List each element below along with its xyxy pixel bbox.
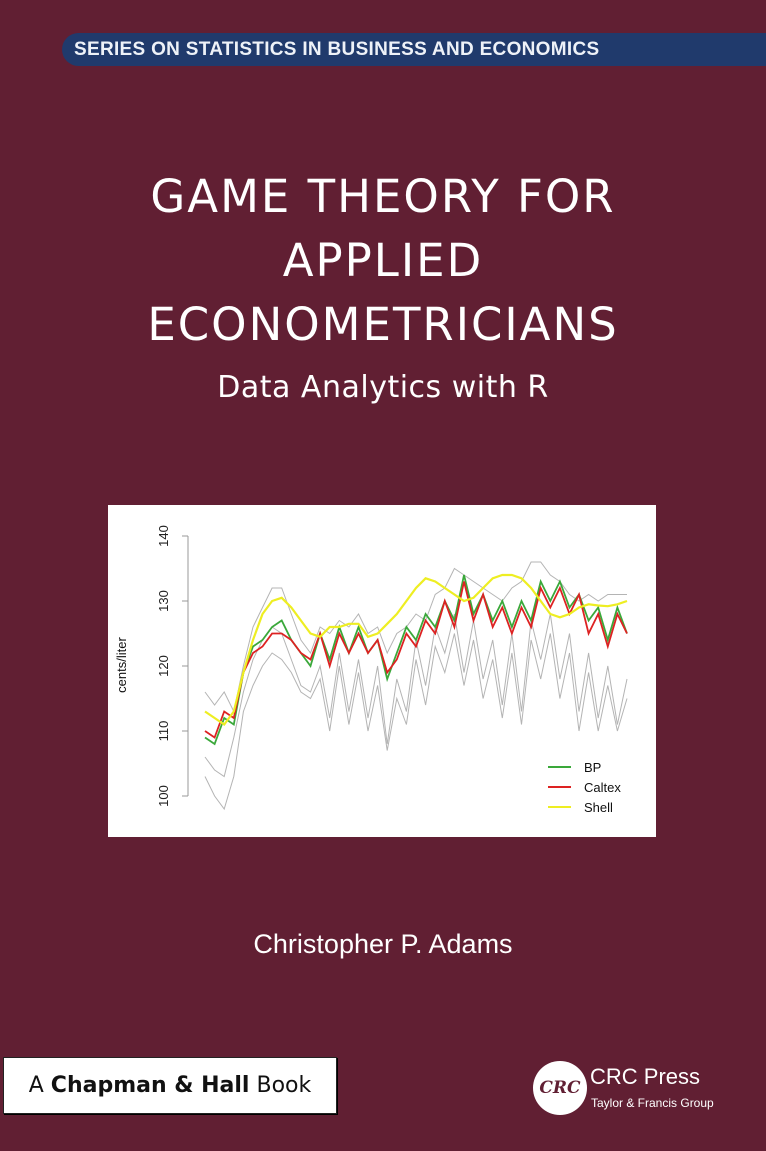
title-line: ECONOMETRICIANS — [147, 298, 619, 351]
y-tick-label: 140 — [156, 525, 171, 547]
title-line: GAME THEORY FOR — [150, 170, 616, 223]
book-title: GAME THEORY FOR APPLIED ECONOMETRICIANS — [0, 165, 766, 357]
series-line-other-2 — [204, 633, 628, 811]
y-tick-label: 130 — [156, 590, 171, 612]
y-tick-label: 100 — [156, 785, 171, 807]
series-line-caltex — [204, 581, 628, 739]
imprint-badge: A Chapman & Hall Book — [3, 1057, 337, 1114]
series-line-other-1 — [204, 561, 627, 714]
series-line-bp — [204, 574, 628, 746]
cover-chart: 100 110 120 130 140 cents/liter BP Caltex Shell — [108, 505, 656, 837]
chart-svg: 100 110 120 130 140 cents/liter BP Caltex Shell — [114, 525, 628, 815]
legend-label: Shell — [584, 800, 613, 815]
y-axis-label: cents/liter — [114, 637, 129, 693]
publisher-group: Taylor & Francis Group — [591, 1096, 714, 1110]
legend-label: BP — [584, 760, 601, 775]
series-banner-text: SERIES ON STATISTICS IN BUSINESS AND ECO… — [74, 39, 600, 60]
imprint-suffix: Book — [256, 1073, 312, 1098]
crc-logo-icon: CRC — [533, 1061, 587, 1115]
imprint-name: Chapman & Hall — [50, 1073, 250, 1098]
series-line-shell — [204, 573, 628, 727]
title-line: APPLIED — [282, 234, 484, 287]
book-subtitle: Data Analytics with R — [217, 370, 549, 405]
imprint-prefix: A — [28, 1073, 44, 1098]
series-banner: SERIES ON STATISTICS IN BUSINESS AND ECO… — [62, 33, 766, 66]
publisher-name: CRC Press — [590, 1064, 701, 1089]
y-tick-label: 110 — [156, 721, 171, 742]
legend-label: Caltex — [584, 780, 621, 795]
y-tick-label: 120 — [156, 655, 171, 677]
author: Christopher P. Adams — [253, 929, 513, 959]
